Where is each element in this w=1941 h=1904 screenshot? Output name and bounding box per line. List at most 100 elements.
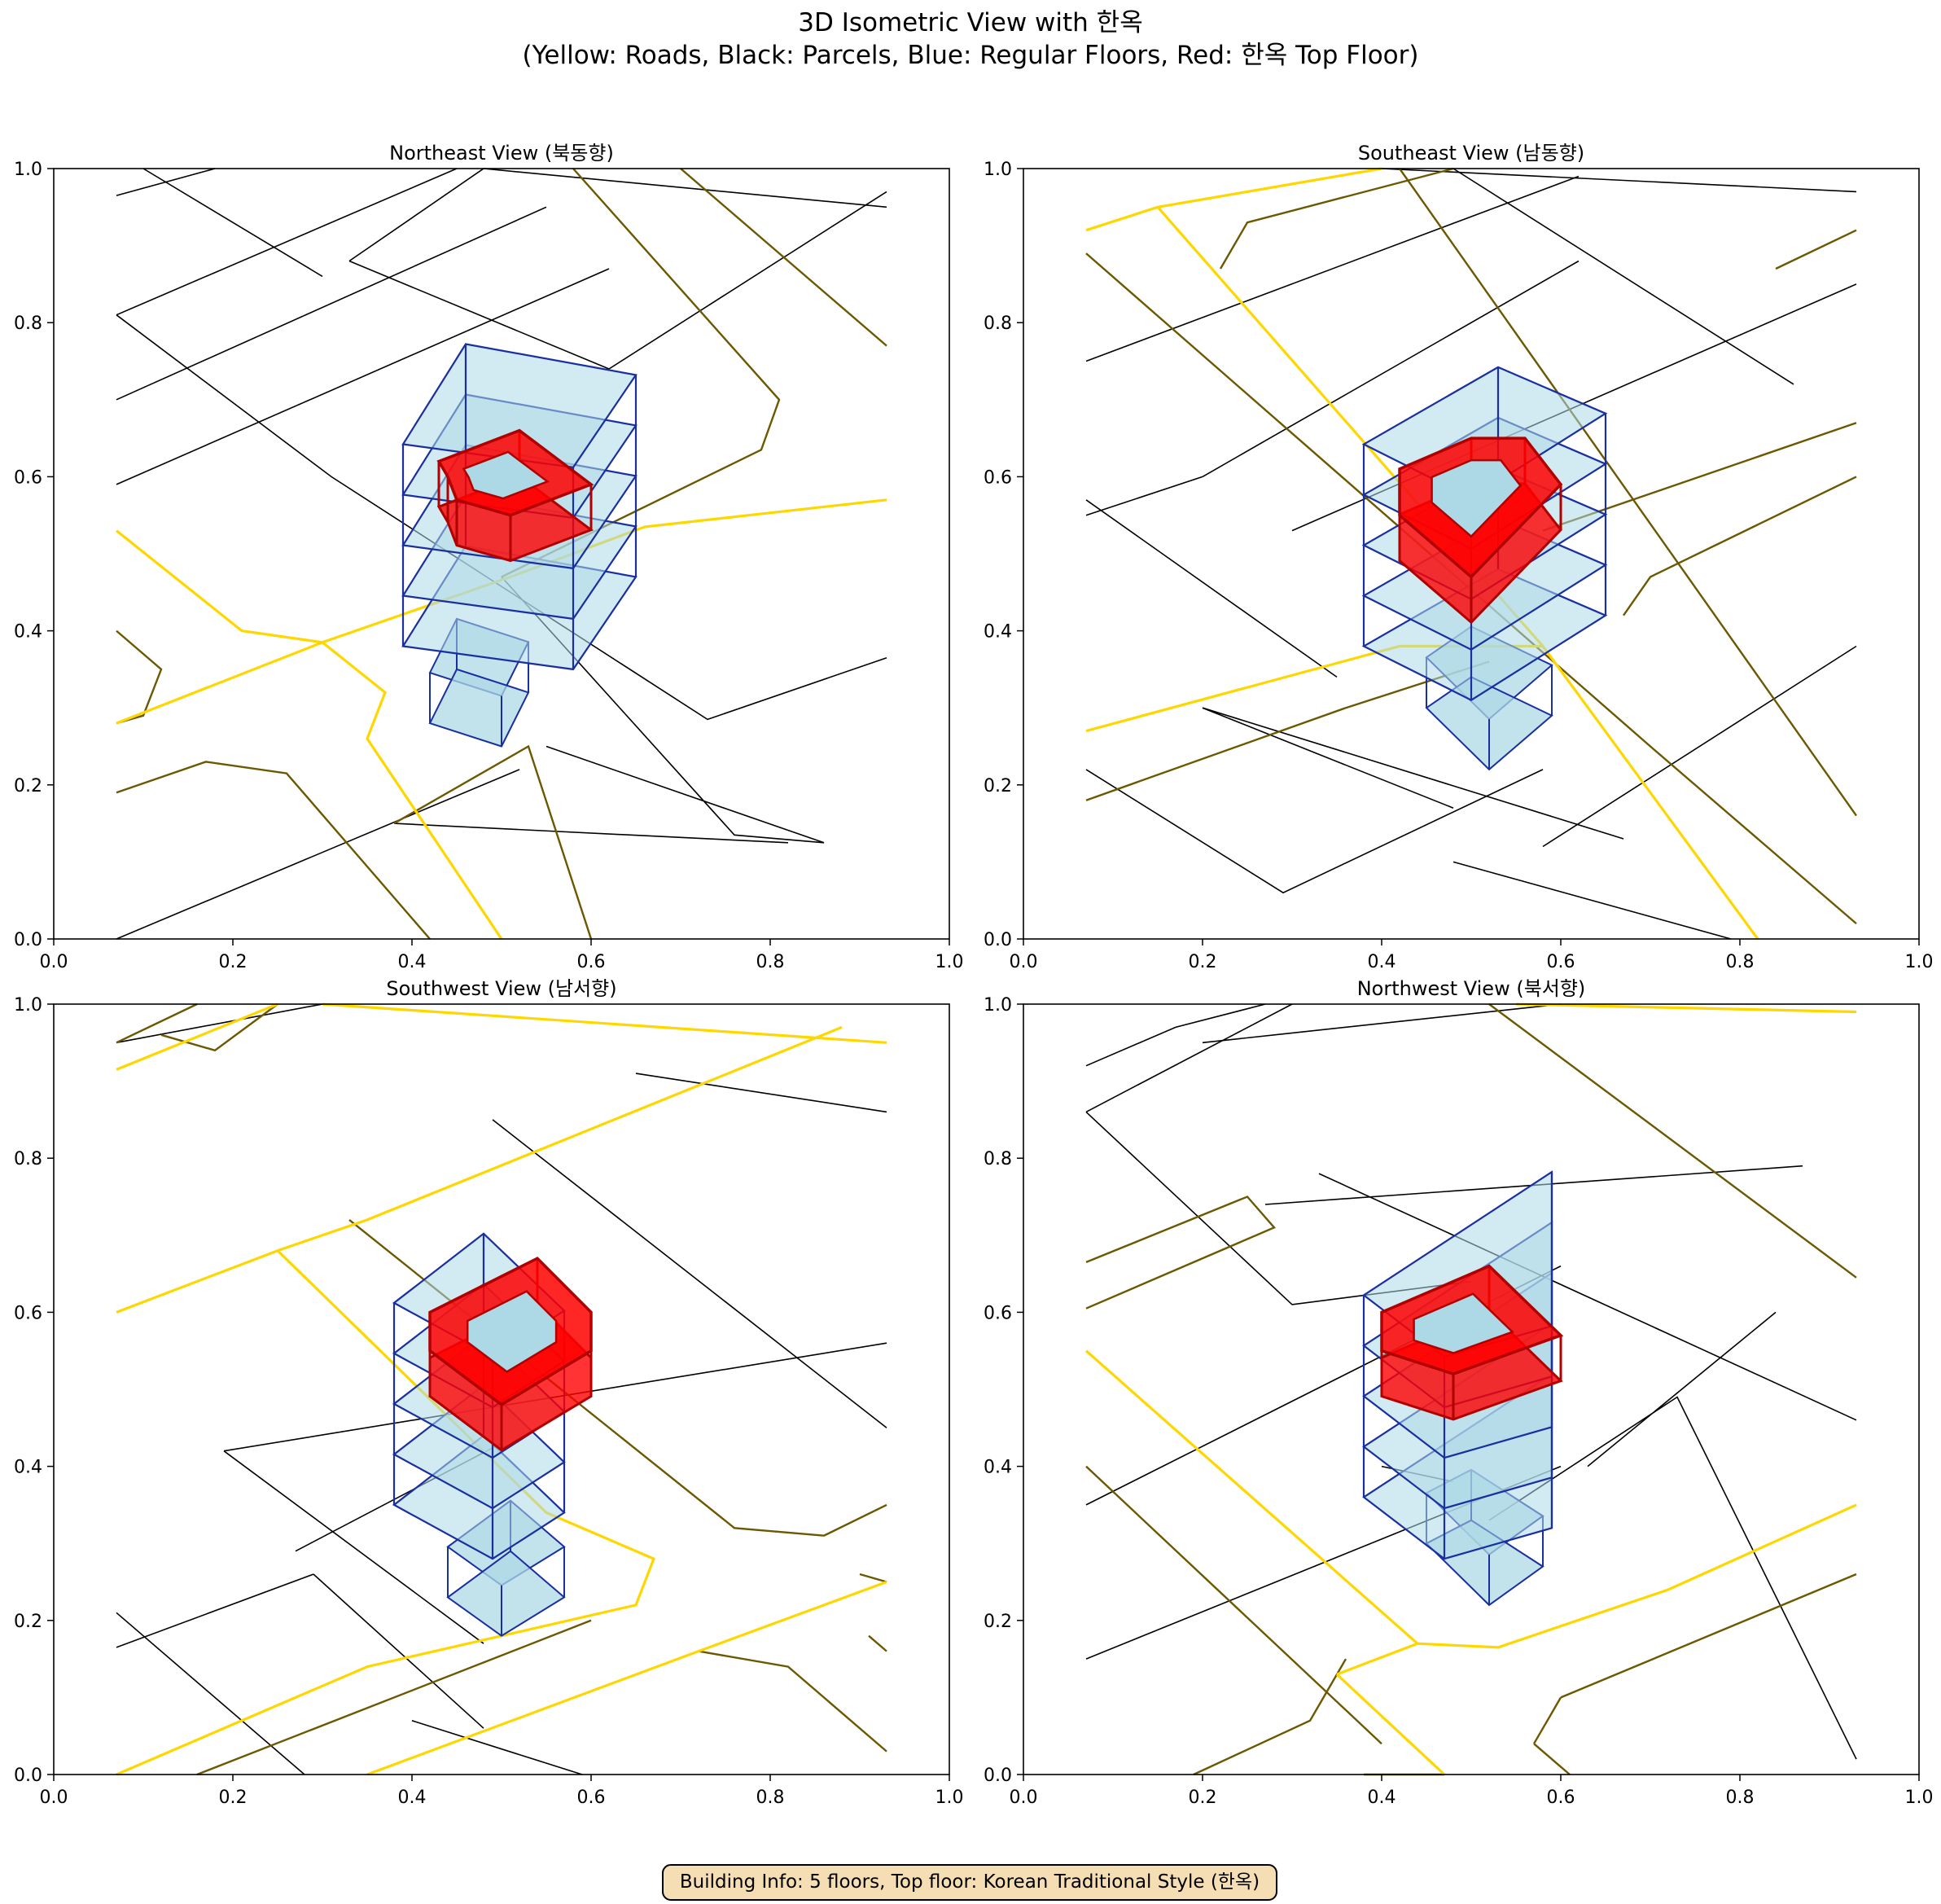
parcel-line <box>1085 1003 1266 1067</box>
axes-frame <box>1023 1003 1920 1775</box>
panel-title: Southwest View (남서향) <box>386 977 616 1000</box>
parcel-line <box>116 206 547 401</box>
y-tick-label: 0.2 <box>984 1612 1012 1632</box>
y-tick-label: 0.4 <box>984 622 1012 643</box>
x-tick-label: 0.0 <box>1010 952 1038 972</box>
road-edge <box>501 168 781 578</box>
y-tick-label: 0.8 <box>14 314 42 334</box>
hanok-courtyard <box>462 450 550 500</box>
parcel-line <box>1085 499 1338 678</box>
x-tick-label: 1.0 <box>935 952 964 972</box>
figure-subtitle: (Yellow: Roads, Black: Parcels, Blue: Re… <box>522 41 1419 70</box>
parcel-line <box>1202 260 1580 478</box>
y-tick-label: 0.0 <box>984 930 1012 950</box>
y-tick-label: 0.6 <box>14 467 42 488</box>
x-tick-label: 1.0 <box>1905 1788 1934 1808</box>
parcel-line <box>116 1573 314 1648</box>
parcel-line <box>1085 1003 1293 1113</box>
x-tick-label: 1.0 <box>935 1788 964 1808</box>
parcel-line <box>501 576 825 844</box>
y-tick-label: 0.0 <box>984 1766 1012 1786</box>
road-line <box>322 1002 887 1044</box>
y-tick-label: 1.0 <box>984 160 1012 180</box>
x-tick-label: 0.6 <box>1547 1788 1575 1808</box>
y-tick-label: 0.2 <box>984 776 1012 796</box>
parcel-line <box>1542 645 1857 848</box>
y-tick-label: 0.0 <box>14 930 42 950</box>
road-edge <box>160 1003 278 1052</box>
parcel-line <box>1085 175 1580 362</box>
parcel-line <box>142 168 323 278</box>
road-edge <box>1775 229 1857 270</box>
road-edge <box>868 1634 887 1652</box>
axes-frame <box>53 1003 950 1775</box>
parcel-line <box>608 191 887 370</box>
hanok-courtyard <box>1413 1292 1514 1354</box>
road-edge <box>116 761 431 940</box>
x-tick-label: 0.0 <box>40 1788 68 1808</box>
chart-southeast: 0.0 0.2 0.4 0.6 0.8 1.0 0.0 0.2 0.4 0.6 0.8 1.0 Sout… <box>984 142 1934 972</box>
road-line <box>366 1580 887 1776</box>
panel-title: Northwest View (북서향) <box>1357 977 1586 1000</box>
parcel-line <box>1202 1003 1562 1044</box>
x-tick-label: 0.2 <box>1189 952 1217 972</box>
road-edge <box>1219 167 1454 270</box>
x-tick-label: 0.8 <box>756 1788 785 1808</box>
x-tick-label: 0.0 <box>40 952 68 972</box>
parcel-line <box>313 1573 484 1729</box>
parcel-line <box>1085 476 1203 516</box>
panel-title: Northeast View (북동향) <box>389 142 614 165</box>
y-tick-label: 0.0 <box>14 1766 42 1786</box>
x-tick-label: 0.4 <box>1368 952 1396 972</box>
road-line <box>1084 1349 1857 1649</box>
road-edge <box>1085 1465 1382 1745</box>
road-line <box>116 529 323 644</box>
road-edge <box>393 744 593 940</box>
x-tick-label: 0.2 <box>219 1788 248 1808</box>
road-line <box>1335 1673 1446 1776</box>
parcel-line <box>223 1450 484 1644</box>
x-tick-label: 0.8 <box>1726 1788 1755 1808</box>
road-edge <box>1623 476 1857 616</box>
road-edge <box>859 1573 887 1583</box>
y-tick-label: 1.0 <box>14 995 42 1016</box>
hanok-courtyard <box>466 1290 558 1374</box>
road-edge <box>698 1650 887 1753</box>
x-tick-label: 0.6 <box>577 952 606 972</box>
road-edge <box>680 168 887 347</box>
parcel-line <box>492 1119 887 1428</box>
road-line <box>1336 1642 1418 1676</box>
x-tick-label: 0.8 <box>756 952 785 972</box>
figure-title: 3D Isometric View with 한옥 <box>798 8 1143 37</box>
road-edge <box>1085 1195 1276 1310</box>
parcel-line <box>1452 168 1794 385</box>
panel-title: Southeast View (남동향) <box>1358 142 1584 165</box>
parcel-line <box>116 168 458 316</box>
parcel-line <box>1381 168 1857 193</box>
annex-floor <box>428 668 530 748</box>
y-tick-label: 0.8 <box>984 314 1012 334</box>
road-line <box>322 641 503 940</box>
x-tick-label: 0.4 <box>398 952 427 972</box>
parcel-line <box>1202 707 1454 809</box>
parcel-line <box>1587 1311 1777 1467</box>
axes-frame <box>1023 168 1920 940</box>
y-tick-label: 0.6 <box>984 467 1012 488</box>
building-info-box: Building Info: 5 floors, Top floor: Kore… <box>662 1864 1277 1901</box>
road-line <box>116 1025 843 1314</box>
hanok-courtyard <box>1431 458 1523 538</box>
road-edge <box>1533 1743 1571 1775</box>
parcel-line <box>116 268 610 485</box>
road-edge <box>1399 168 1857 817</box>
parcel-line <box>635 1073 887 1113</box>
x-tick-label: 0.6 <box>577 1788 606 1808</box>
x-tick-label: 0.4 <box>1368 1788 1396 1808</box>
y-tick-label: 0.6 <box>984 1303 1012 1323</box>
y-tick-label: 0.8 <box>14 1149 42 1169</box>
road-edge <box>1085 252 1857 925</box>
parcel-line <box>411 1720 583 1775</box>
parcel-line <box>1085 769 1544 894</box>
parcel-line <box>116 1612 305 1775</box>
x-tick-label: 0.8 <box>1726 952 1755 972</box>
road-edge <box>1193 1658 1347 1776</box>
